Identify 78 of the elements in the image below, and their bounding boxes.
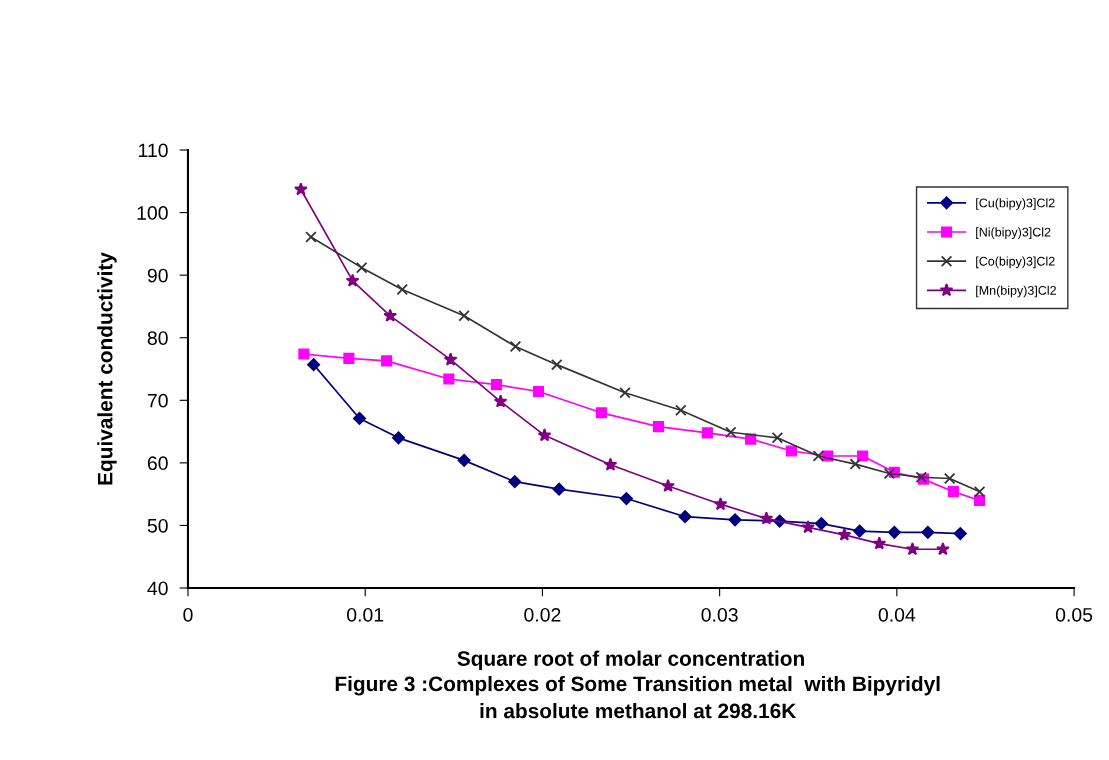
point bbox=[661, 478, 675, 492]
y-tick-label: 60 bbox=[147, 456, 168, 471]
point bbox=[921, 525, 935, 539]
point bbox=[837, 527, 852, 541]
point bbox=[391, 431, 406, 445]
point bbox=[443, 352, 458, 366]
point bbox=[457, 453, 471, 467]
point bbox=[947, 486, 959, 498]
point bbox=[943, 472, 956, 485]
point bbox=[294, 182, 308, 196]
point bbox=[887, 525, 901, 539]
point bbox=[812, 450, 825, 462]
point bbox=[713, 497, 728, 511]
x-tick-label: 0 bbox=[183, 607, 193, 622]
point bbox=[785, 445, 797, 457]
point bbox=[872, 536, 887, 550]
point bbox=[383, 308, 398, 322]
caption: Figure 3 :Complexes of Some Transition metal with Bipyridyl in absolute methanol at 298.16K bbox=[335, 675, 940, 719]
legend-label: [Ni(bipy)3]Cl2 bbox=[976, 227, 1051, 239]
point bbox=[490, 379, 503, 391]
point bbox=[381, 355, 393, 367]
point bbox=[458, 310, 470, 322]
point bbox=[974, 494, 986, 506]
point bbox=[853, 524, 867, 538]
point bbox=[298, 348, 310, 360]
point bbox=[857, 450, 869, 462]
x-tick-label: 0.04 bbox=[878, 607, 916, 622]
point bbox=[537, 428, 552, 442]
point bbox=[508, 475, 522, 489]
point bbox=[759, 511, 774, 525]
point bbox=[973, 485, 986, 498]
point bbox=[801, 520, 815, 534]
legend-label: [Co(bipy)3]Cl2 bbox=[976, 256, 1055, 269]
point bbox=[678, 510, 692, 524]
point bbox=[849, 458, 862, 470]
legend-label: [Mn(bipy)3]Cl2 bbox=[976, 285, 1056, 298]
y-tick-label: 110 bbox=[139, 143, 168, 158]
point bbox=[936, 542, 950, 556]
point bbox=[551, 358, 563, 371]
x-tick-label: 0.02 bbox=[524, 607, 561, 622]
point bbox=[619, 387, 631, 399]
point bbox=[345, 273, 360, 287]
y-tick-label: 100 bbox=[137, 206, 168, 220]
point bbox=[652, 421, 665, 433]
point bbox=[509, 340, 522, 353]
point bbox=[305, 231, 317, 243]
point bbox=[905, 542, 920, 556]
point bbox=[725, 426, 737, 438]
x-tick-label: 0.03 bbox=[701, 607, 738, 622]
point bbox=[443, 373, 455, 385]
point bbox=[355, 261, 368, 274]
y-tick-label: 50 bbox=[147, 518, 168, 533]
point bbox=[396, 283, 408, 296]
point bbox=[307, 358, 321, 372]
point bbox=[953, 526, 967, 541]
point bbox=[493, 394, 508, 408]
point bbox=[603, 457, 618, 471]
point bbox=[343, 352, 355, 364]
point bbox=[352, 411, 367, 426]
y-tick-label: 70 bbox=[147, 393, 168, 408]
y-tick-label: 40 bbox=[147, 581, 168, 596]
point bbox=[814, 516, 828, 531]
point bbox=[532, 385, 545, 398]
y-tick-label: 80 bbox=[147, 331, 168, 345]
point bbox=[728, 513, 742, 527]
point bbox=[883, 467, 896, 480]
x-tick-label: 0.01 bbox=[347, 607, 384, 622]
legend-label: [Cu(bipy)3]Cl2 bbox=[976, 198, 1055, 210]
y-tick-label: 90 bbox=[147, 268, 168, 283]
x-axis-title: Square root of molar concentration bbox=[457, 650, 804, 670]
point bbox=[595, 407, 607, 419]
point bbox=[701, 427, 713, 439]
point bbox=[552, 482, 566, 496]
point bbox=[771, 432, 784, 444]
y-axis-title: Equivalent conductivity bbox=[97, 252, 117, 485]
point bbox=[619, 491, 634, 506]
point bbox=[675, 404, 687, 417]
x-tick-label: 0.05 bbox=[1055, 607, 1093, 622]
